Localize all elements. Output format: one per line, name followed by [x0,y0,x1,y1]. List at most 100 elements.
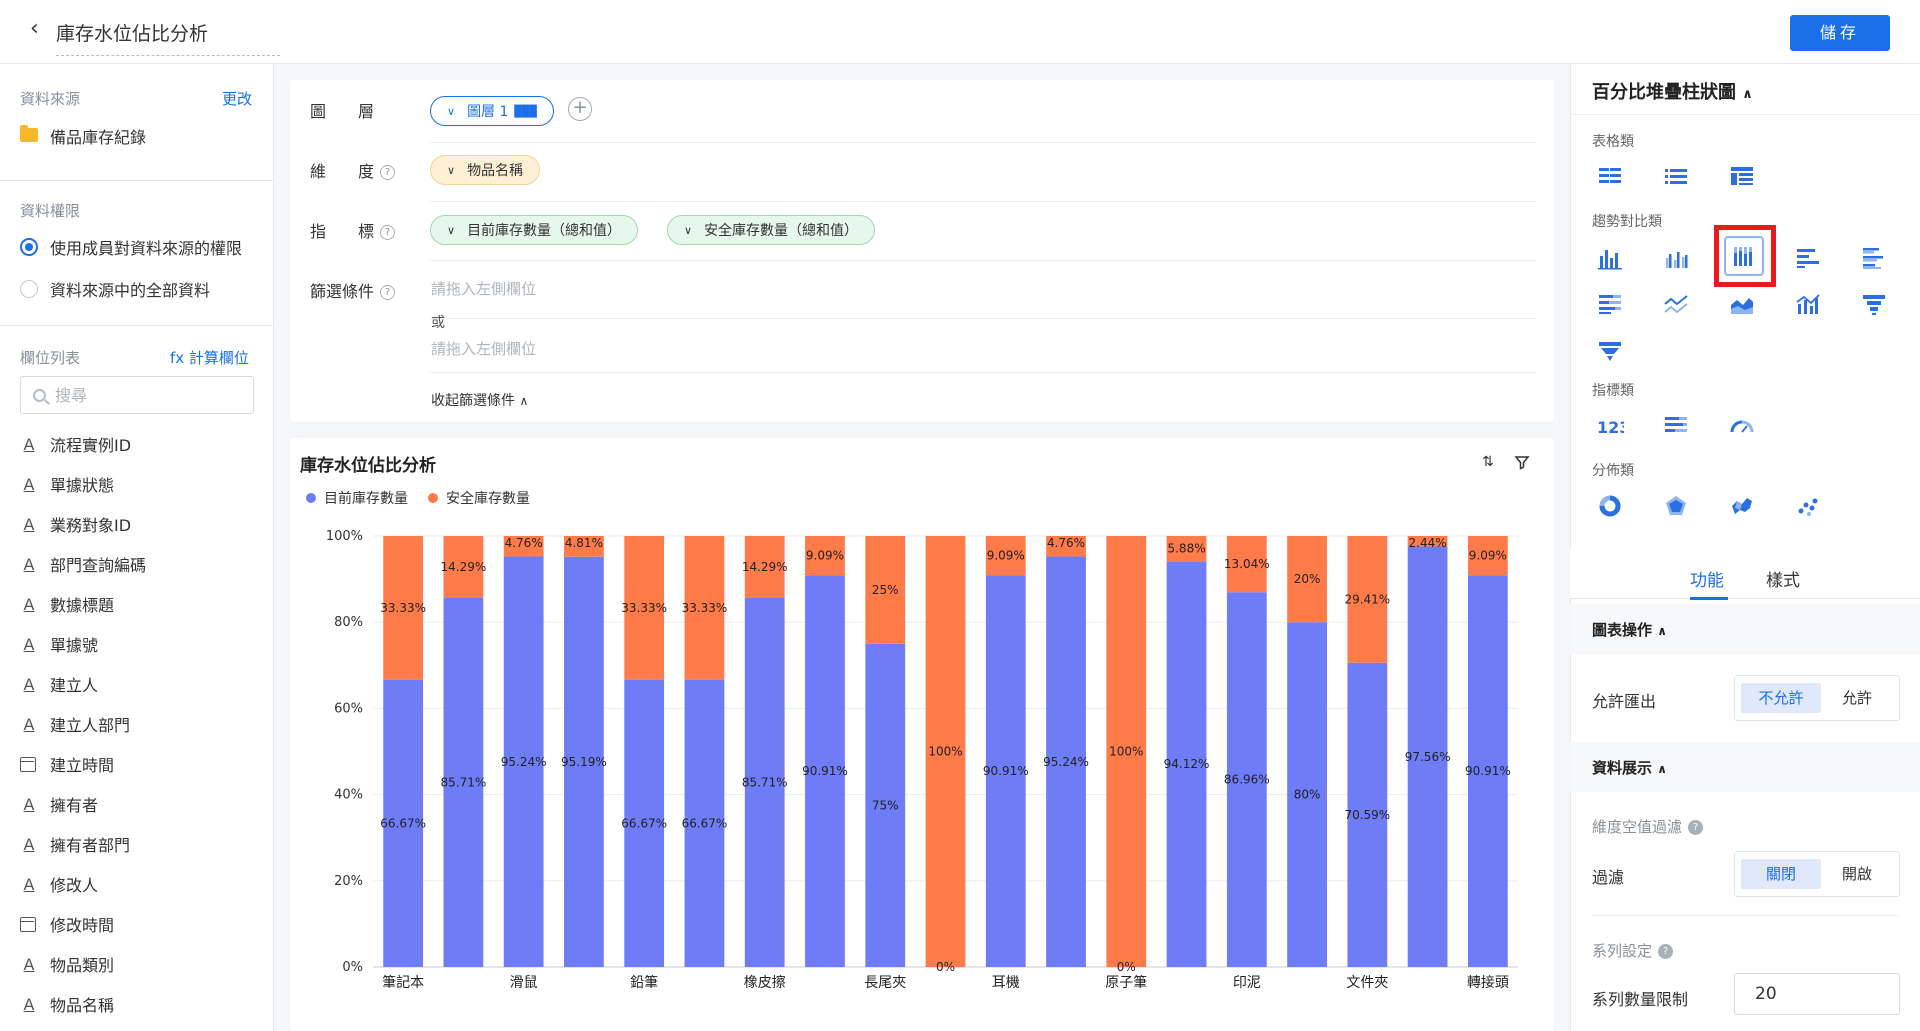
chart-ops-section[interactable] [1570,604,1920,654]
field-item[interactable]: A 部門查詢編碼 [20,552,147,576]
waterfall-funnel-icon[interactable] [1590,330,1630,370]
chart-type-selector[interactable]: 百分比堆疊柱狀圖 ∧ [1592,78,1753,104]
legend-item[interactable]: 安全庫存數量 [428,488,530,508]
export-toggle[interactable]: 不允許 允許 [1734,675,1900,721]
field-item[interactable]: A 數據標題 [20,592,115,616]
filter-icon[interactable] [1512,452,1532,472]
bar-current-stock[interactable] [1287,622,1327,967]
bar-safety-stock[interactable] [503,536,544,557]
calc-field-link[interactable]: fx 計算欄位 [170,349,249,367]
sort-icon[interactable]: ⇅ [1482,454,1494,470]
bar-current-stock[interactable] [1347,662,1388,967]
scatter-chart-icon[interactable] [1788,486,1828,526]
table-icon[interactable] [1590,156,1630,196]
field-item[interactable]: A 業務對象ID [20,512,132,536]
field-item[interactable]: 修改時間 [20,912,114,936]
bar-current-stock[interactable] [684,679,725,967]
layer-chip[interactable]: ∨ 圖層 1 ▉▉▉ [430,96,554,126]
bar-current-stock[interactable] [1467,575,1508,967]
field-item[interactable]: A 物品名稱 [20,992,115,1016]
field-item[interactable]: A 流程實例ID [20,432,132,456]
horizontal-bar-icon[interactable] [1788,238,1828,278]
bar-current-stock[interactable] [1166,561,1207,967]
bar-safety-stock[interactable] [985,536,1026,576]
data-display-section[interactable] [1570,742,1920,792]
list-icon[interactable] [1656,156,1696,196]
bar-safety-stock[interactable] [865,536,906,644]
bar-current-stock[interactable] [503,556,544,967]
line-chart-icon[interactable] [1656,284,1696,324]
help-icon[interactable]: ? [1688,820,1704,835]
bar-current-stock[interactable] [985,575,1026,967]
help-icon[interactable]: ? [380,225,396,240]
bar-safety-stock[interactable] [443,536,484,598]
funnel-chart-icon[interactable] [1854,284,1894,324]
bar-current-stock[interactable] [624,679,665,967]
field-item[interactable]: A 建立人 [20,672,99,696]
field-item[interactable]: A 擁有者部門 [20,832,131,856]
bar-current-stock[interactable] [744,597,785,967]
bar-current-stock[interactable] [383,679,424,967]
save-button[interactable]: 儲存 [1790,15,1890,51]
filter-drop-zone[interactable]: 請拖入左側欄位 [431,340,537,358]
filter-option-off[interactable]: 關閉 [1741,859,1821,889]
donut-chart-icon[interactable] [1590,486,1630,526]
help-icon[interactable]: ? [380,165,396,180]
bar-current-stock[interactable] [443,597,484,967]
export-option-allow[interactable]: 允許 [1841,689,1872,707]
bar-current-stock[interactable] [1226,592,1267,967]
help-icon[interactable]: ? [380,285,396,300]
permission-option-all[interactable]: 資料來源中的全部資料 [20,278,210,300]
bar-safety-stock[interactable] [1407,536,1448,547]
bar-safety-stock[interactable] [805,536,845,576]
search-input[interactable] [55,385,235,405]
collapse-filter-button[interactable]: 收起篩選條件 ∧ [431,390,528,410]
add-layer-icon[interactable]: + [568,97,592,121]
legend-item[interactable]: 目前庫存數量 [306,488,408,508]
number-kpi-icon[interactable]: 123 [1590,406,1630,446]
field-item[interactable]: A 單據狀態 [20,472,115,496]
pivot-table-icon[interactable] [1722,156,1762,196]
series-limit-input[interactable] [1734,973,1900,1015]
bar-current-stock[interactable] [1407,546,1448,967]
bar-safety-stock[interactable] [1347,536,1388,663]
report-title[interactable]: 庫存水位佔比分析 [56,19,280,56]
bar-current-stock[interactable] [564,556,604,967]
bar-safety-stock[interactable] [925,536,966,967]
stacked-horizontal-bar-icon[interactable] [1590,284,1630,324]
bar-safety-stock[interactable] [1106,536,1147,967]
grouped-bar-icon[interactable] [1656,238,1696,278]
bar-safety-stock[interactable] [1287,536,1327,623]
tab-function[interactable]: 功能 [1690,571,1724,591]
radar-chart-icon[interactable] [1656,486,1696,526]
metric-chip[interactable]: ∨ 安全庫存數量（總和值） [667,215,876,245]
combo-chart-icon[interactable] [1788,284,1828,324]
radio-icon[interactable] [20,280,38,298]
bar-safety-stock[interactable] [744,536,785,598]
field-item[interactable]: 建立時間 [20,752,114,776]
chart-ops-title[interactable]: 圖表操作 ∧ [1592,619,1667,640]
change-source-link[interactable]: 更改 [222,90,253,108]
permission-option-member[interactable]: 使用成員對資料來源的權限 [20,236,242,258]
bar-current-stock[interactable] [1046,556,1086,967]
bar-safety-stock[interactable] [684,536,725,680]
data-display-title[interactable]: 資料展示 ∧ [1592,757,1667,778]
field-item[interactable]: A 修改人 [20,872,99,896]
radio-selected-icon[interactable] [20,238,38,256]
bar-safety-stock[interactable] [564,536,604,557]
progress-bar-icon[interactable] [1656,406,1696,446]
bar-safety-stock[interactable] [1467,536,1508,576]
filter-toggle[interactable]: 關閉 開啟 [1734,851,1900,897]
dimension-chip[interactable]: ∨ 物品名稱 [430,155,541,185]
bar-safety-stock[interactable] [624,536,665,680]
bar-current-stock[interactable] [805,575,845,967]
bar-safety-stock[interactable] [1226,536,1267,593]
bar-chart-icon[interactable] [1590,238,1630,278]
map-chart-icon[interactable] [1722,486,1762,526]
tab-style[interactable]: 樣式 [1766,571,1800,591]
bar-safety-stock[interactable] [1046,536,1086,557]
percent-stacked-bar-icon[interactable] [1724,236,1764,276]
field-item[interactable]: A 單據號 [20,632,99,656]
area-chart-icon[interactable] [1722,284,1762,324]
chevron-left-icon[interactable]: ‹ [30,16,39,41]
